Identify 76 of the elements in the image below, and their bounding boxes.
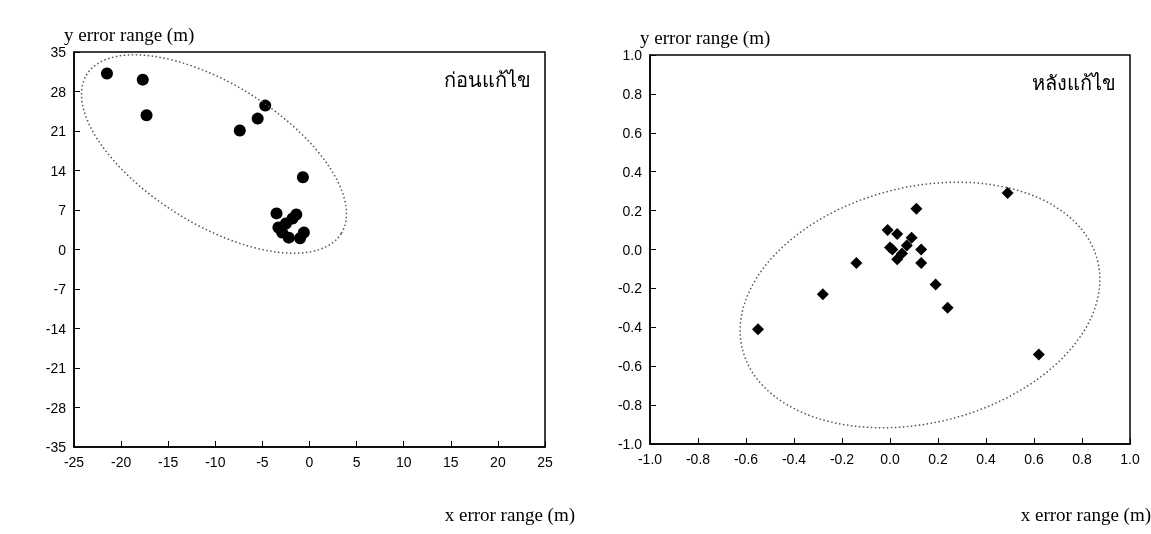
y-tick-label: 0.0 (622, 241, 643, 258)
y-tick-label: -0.4 (617, 319, 643, 336)
y-tick-label: 0 (58, 241, 67, 258)
point (752, 323, 764, 336)
annotation: ก่อนแก้ไข (444, 69, 531, 91)
x-tick-label: -0.4 (781, 451, 807, 467)
point (259, 99, 272, 112)
x-tick-label: -10 (205, 454, 226, 470)
x-tick-label: 0.2 (928, 451, 948, 467)
x-tick-label: 0 (305, 454, 314, 470)
y-tick-label: 0.6 (622, 124, 643, 141)
point (1001, 187, 1014, 200)
y-tick-label: -7 (53, 281, 67, 297)
x-tick-label: 0.8 (1072, 451, 1092, 467)
point (910, 202, 923, 215)
point (136, 73, 149, 86)
point (891, 253, 904, 266)
y-tick-label: -0.8 (617, 397, 643, 414)
x-tick-label: 0.6 (1024, 451, 1044, 467)
x-tick-label: 0.0 (880, 451, 900, 467)
point (1032, 348, 1045, 361)
y-tick-label: -21 (45, 360, 67, 376)
y-tick-label: 0.4 (622, 163, 643, 180)
x-tick-label: -0.6 (733, 451, 759, 467)
x-axis-title: x error range (m) (1020, 504, 1151, 526)
y-tick-label: 14 (50, 162, 67, 179)
y-tick-label: -0.2 (617, 280, 643, 297)
x-tick-label: 5 (352, 454, 361, 470)
point (251, 112, 264, 125)
y-axis-title: y error range (m) (640, 27, 771, 49)
point (294, 232, 307, 245)
x-tick-label: 15 (443, 454, 459, 470)
y-tick-label: 7 (58, 202, 67, 218)
point (270, 207, 283, 220)
point (296, 171, 309, 184)
point (941, 301, 954, 314)
annotation: หลังแก้ไข (1032, 72, 1116, 94)
y-tick-label: -14 (45, 320, 67, 337)
x-axis-title: x error range (m) (444, 504, 576, 526)
point (905, 231, 918, 244)
point (816, 288, 829, 301)
x-tick-label: -5 (256, 454, 269, 470)
x-tick-label: 25 (537, 454, 553, 470)
point (896, 247, 908, 260)
y-tick-label: 28 (50, 83, 67, 100)
y-tick-label: 0.2 (622, 202, 643, 219)
y-tick-label: 1.0 (622, 47, 643, 63)
point (850, 257, 863, 270)
y-axis-title: y error range (m) (64, 24, 195, 46)
y-tick-label: -35 (45, 439, 67, 455)
y-tick-label: -0.6 (617, 358, 643, 375)
point (140, 109, 153, 122)
x-tick-label: 20 (490, 454, 506, 470)
y-tick-label: 21 (50, 123, 67, 139)
point (915, 243, 928, 256)
x-tick-label: -15 (158, 454, 179, 470)
x-tick-label: -0.2 (829, 451, 855, 467)
y-tick-label: -28 (45, 399, 67, 416)
point (929, 278, 942, 291)
x-tick-label: -20 (110, 454, 132, 470)
y-tick-label: 35 (50, 44, 67, 60)
point (233, 124, 246, 137)
x-tick-label: -25 (63, 454, 85, 470)
point (881, 224, 894, 237)
x-tick-label: -1.0 (637, 451, 663, 467)
x-tick-label: 10 (395, 454, 412, 470)
point (286, 212, 299, 225)
x-tick-label: 1.0 (1120, 451, 1140, 467)
x-tick-label: 0.4 (976, 451, 996, 467)
point (891, 227, 904, 240)
x-tick-label: -0.8 (685, 451, 711, 467)
point (915, 257, 928, 270)
y-tick-label: 0.8 (622, 85, 643, 102)
y-tick-label: -1.0 (617, 436, 643, 452)
point (900, 239, 913, 252)
point (100, 67, 113, 80)
